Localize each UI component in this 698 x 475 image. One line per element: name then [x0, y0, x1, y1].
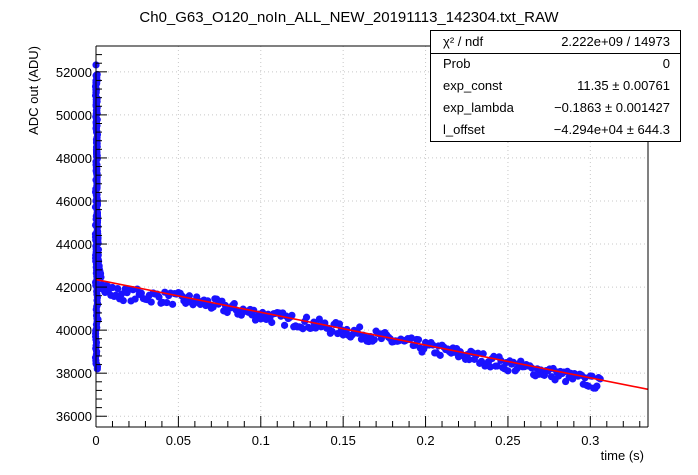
y-tick-label: 40000 [56, 323, 92, 338]
y-tick-label: 38000 [56, 366, 92, 381]
prob-label: Prob [443, 56, 471, 71]
y-tick-label: 50000 [56, 108, 92, 123]
y-tick-label: 48000 [56, 151, 92, 166]
fit-line [95, 278, 649, 391]
data-point [370, 336, 378, 344]
data-point [131, 295, 139, 303]
x-tick-label: 0.15 [331, 433, 356, 448]
tick-marks [95, 54, 641, 427]
exp-const-value: 11.35 ± 0.00761 [577, 78, 670, 93]
data-point [335, 320, 344, 328]
data-point [288, 311, 296, 319]
chi2-ndf-label: χ² / ndf [443, 34, 484, 49]
x-tick-label: 0.2 [417, 433, 435, 448]
data-point [114, 285, 122, 293]
stats-row-prob: Prob 0 [431, 53, 680, 75]
stats-row-exp-const: exp_const 11.35 ± 0.00761 [431, 75, 680, 97]
data-point [414, 336, 423, 344]
stats-row-l-offset: l_offset −4.294e+04 ± 644.3 [431, 119, 680, 141]
x-tick-label: 0.3 [581, 433, 599, 448]
data-point [119, 296, 127, 305]
chart-title: Ch0_G63_O120_noIn_ALL_NEW_20191113_14230… [139, 9, 559, 26]
exp-const-label: exp_const [443, 78, 503, 93]
data-point [302, 313, 311, 321]
x-tick-label: 0.25 [495, 433, 520, 448]
data-point [155, 293, 163, 301]
data-point [299, 325, 307, 333]
y-axis-label: ADC out (ADU) [26, 46, 41, 135]
y-tick-label: 42000 [56, 280, 92, 295]
data-point [137, 289, 145, 297]
fit-line-group [95, 278, 649, 391]
data-point [436, 351, 444, 359]
exp-lambda-label: exp_lambda [443, 100, 514, 115]
data-point [465, 355, 473, 364]
data-point [230, 299, 238, 308]
tick-labels: 0 0.05 0.1 0.15 0.2 0.25 0.3 36000 38000 40000 420… [56, 65, 600, 448]
data-point [163, 298, 171, 307]
y-tick-label: 46000 [56, 194, 92, 209]
stats-row-exp-lambda: exp_lambda −0.1863 ± 0.001427 [431, 97, 680, 119]
data-point [280, 321, 289, 329]
x-axis-label: time (s) [601, 448, 644, 463]
l-offset-value: −4.294e+04 ± 644.3 [553, 122, 670, 137]
data-point [486, 363, 494, 371]
y-tick-label: 52000 [56, 65, 92, 80]
data-point [168, 300, 177, 308]
data-point [93, 70, 101, 79]
data-point [268, 318, 276, 327]
data-point [504, 367, 512, 375]
chi2-ndf-value: 2.222e+09 / 14973 [561, 34, 670, 49]
data-point [209, 303, 217, 311]
x-tick-label: 0.1 [252, 433, 270, 448]
stats-header-divider [431, 53, 680, 54]
prob-value: 0 [662, 56, 670, 71]
y-tick-label: 36000 [56, 409, 92, 424]
data-point [117, 290, 126, 298]
data-point [182, 299, 190, 307]
data-point-outlier [93, 365, 101, 373]
fit-stats-box: χ² / ndf 2.222e+09 / 14973 Prob 0 exp_co… [430, 30, 681, 142]
stats-header-row: χ² / ndf 2.222e+09 / 14973 [431, 31, 680, 53]
data-point [356, 323, 364, 331]
data-point [147, 298, 155, 306]
y-tick-label: 44000 [56, 237, 92, 252]
l-offset-label: l_offset [443, 122, 485, 137]
x-tick-label: 0 [92, 433, 99, 448]
x-tick-label: 0.05 [166, 433, 191, 448]
exp-lambda-value: −0.1863 ± 0.001427 [554, 100, 670, 115]
data-point [328, 327, 336, 336]
data-point [593, 382, 601, 390]
